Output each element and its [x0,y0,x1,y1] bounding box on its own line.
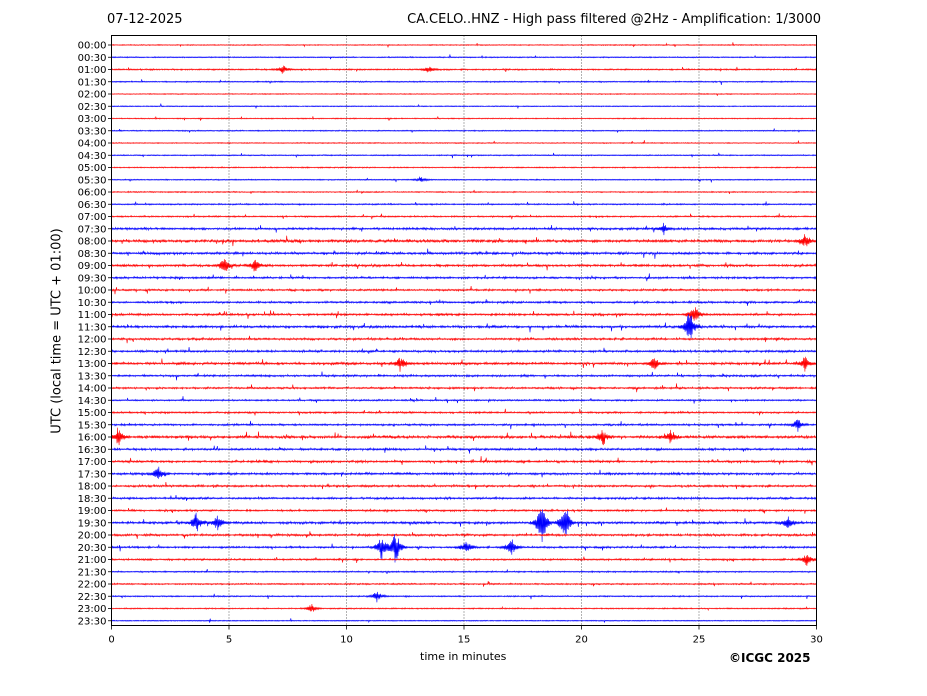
row-label-14:30: 14:30 [78,396,107,407]
trace-10:00 [111,285,817,295]
row-label-16:00: 16:00 [78,433,107,444]
row-label-09:30: 09:30 [78,273,107,284]
trace-21:30 [111,568,817,574]
trace-02:00 [111,92,817,96]
row-label-15:30: 15:30 [78,420,107,431]
trace-04:30 [111,152,817,159]
row-label-18:00: 18:00 [78,482,107,493]
row-label-03:00: 03:00 [78,114,107,125]
row-label-23:00: 23:00 [78,604,107,615]
x-axis-ticks: 0 5 10 15 20 25 30 [108,625,823,646]
trace-14:00 [111,383,817,393]
row-label-11:00: 11:00 [78,310,107,321]
row-label-12:00: 12:00 [78,335,107,346]
trace-09:30 [111,273,817,282]
trace-13:30 [111,371,817,381]
row-label-09:00: 09:00 [78,261,107,272]
y-axis-label: UTC (local time = UTC + 01:00) [49,228,65,434]
row-label-16:30: 16:30 [78,445,107,456]
row-label-05:30: 05:30 [78,175,107,186]
row-label-10:00: 10:00 [78,286,107,297]
row-label-19:00: 19:00 [78,506,107,517]
row-label-04:30: 04:30 [78,151,107,162]
row-label-07:00: 07:00 [78,212,107,223]
row-label-21:30: 21:30 [78,567,107,578]
trace-14:30 [111,396,817,404]
row-label-15:00: 15:00 [78,408,107,419]
trace-16:00 [111,427,817,446]
row-label-06:00: 06:00 [78,188,107,199]
row-label-01:30: 01:30 [78,77,107,88]
row-label-17:00: 17:00 [78,457,107,468]
row-label-06:30: 06:30 [78,200,107,211]
x-tick-label-10: 10 [340,635,353,646]
row-label-04:00: 04:00 [78,139,107,150]
x-tick-label-5: 5 [226,635,232,646]
row-label-00:30: 00:30 [78,53,107,64]
trace-15:30 [111,419,817,432]
row-label-13:00: 13:00 [78,359,107,370]
row-label-08:30: 08:30 [78,249,107,260]
trace-02:30 [111,103,817,109]
x-axis-label: time in minutes [420,650,507,663]
row-label-05:00: 05:00 [78,163,107,174]
trace-13:00 [111,356,817,372]
trace-22:30 [111,591,817,603]
row-label-10:30: 10:30 [78,298,107,309]
trace-08:30 [111,248,817,259]
date-label: 07-12-2025 [107,12,183,27]
row-label-12:30: 12:30 [78,347,107,358]
x-tick-label-0: 0 [108,635,114,646]
row-label-14:00: 14:00 [78,384,107,395]
row-label-20:00: 20:00 [78,531,107,542]
row-label-20:30: 20:30 [78,543,107,554]
trace-10:30 [111,299,817,306]
trace-23:00 [111,603,817,612]
row-label-00:00: 00:00 [78,41,107,52]
trace-20:00 [111,531,817,539]
row-label-22:00: 22:00 [78,580,107,591]
chart-title: CA.CELO..HNZ - High pass filtered @2Hz -… [407,12,821,27]
trace-15:00 [111,408,817,416]
trace-21:00 [111,554,817,566]
row-label-19:30: 19:30 [78,518,107,529]
vertical-gridlines [228,35,700,626]
row-label-23:30: 23:30 [78,616,107,627]
row-label-18:30: 18:30 [78,494,107,505]
trace-22:00 [111,581,817,587]
row-label-13:30: 13:30 [78,371,107,382]
trace-03:00 [111,116,817,121]
row-label-07:30: 07:30 [78,224,107,235]
row-label-02:30: 02:30 [78,102,107,113]
x-tick-label-15: 15 [458,635,471,646]
trace-04:00 [111,140,817,145]
x-tick-label-20: 20 [575,635,588,646]
trace-17:00 [111,456,817,466]
row-label-08:00: 08:00 [78,237,107,248]
row-label-03:30: 03:30 [78,126,107,137]
trace-09:00 [111,259,817,272]
row-label-02:00: 02:00 [78,90,107,101]
copyright-label: ©ICGC 2025 [729,651,811,665]
trace-03:30 [111,128,817,133]
x-tick-label-30: 30 [810,635,823,646]
trace-16:30 [111,445,817,454]
trace-06:30 [111,201,817,206]
row-label-11:30: 11:30 [78,322,107,333]
row-label-01:00: 01:00 [78,65,107,76]
row-label-22:30: 22:30 [78,592,107,603]
row-label-17:30: 17:30 [78,469,107,480]
x-tick-label-25: 25 [693,635,706,646]
row-label-21:00: 21:00 [78,555,107,566]
